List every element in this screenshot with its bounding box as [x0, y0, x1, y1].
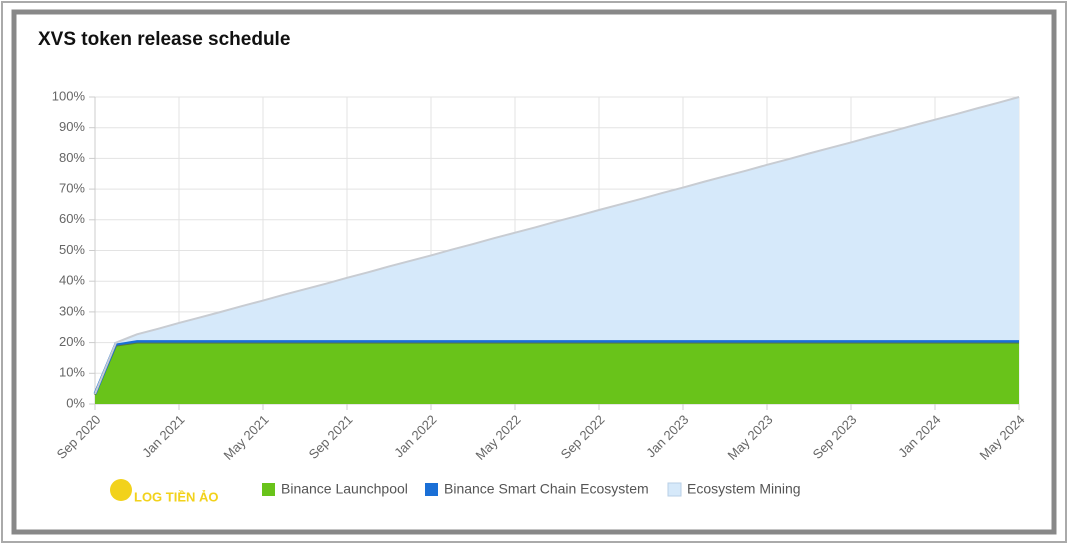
chart-title: XVS token release schedule [38, 29, 290, 50]
y-tick-label: 20% [59, 334, 85, 349]
legend-label: Ecosystem Mining [687, 481, 801, 497]
y-tick-label: 80% [59, 150, 85, 165]
area [95, 342, 1019, 404]
y-tick-label: 30% [59, 303, 85, 318]
y-tick-label: 10% [59, 365, 85, 380]
y-tick-label: 0% [66, 395, 85, 410]
y-tick-label: 50% [59, 242, 85, 257]
watermark: LOG TIỀN ẢO [134, 489, 219, 504]
legend-label: Binance Launchpool [281, 481, 408, 497]
legend-swatch [667, 482, 682, 497]
area [95, 97, 1019, 394]
y-tick-label: 70% [59, 181, 85, 196]
legend-swatch [425, 483, 438, 496]
legend-swatch [262, 483, 275, 496]
y-tick-label: 40% [59, 273, 85, 288]
y-tick-label: 100% [52, 88, 86, 103]
y-tick-label: 60% [59, 211, 85, 226]
logo-icon [110, 479, 132, 501]
y-tick-label: 90% [59, 119, 85, 134]
area-line [94, 96, 1020, 395]
legend-label: Binance Smart Chain Ecosystem [444, 481, 649, 497]
